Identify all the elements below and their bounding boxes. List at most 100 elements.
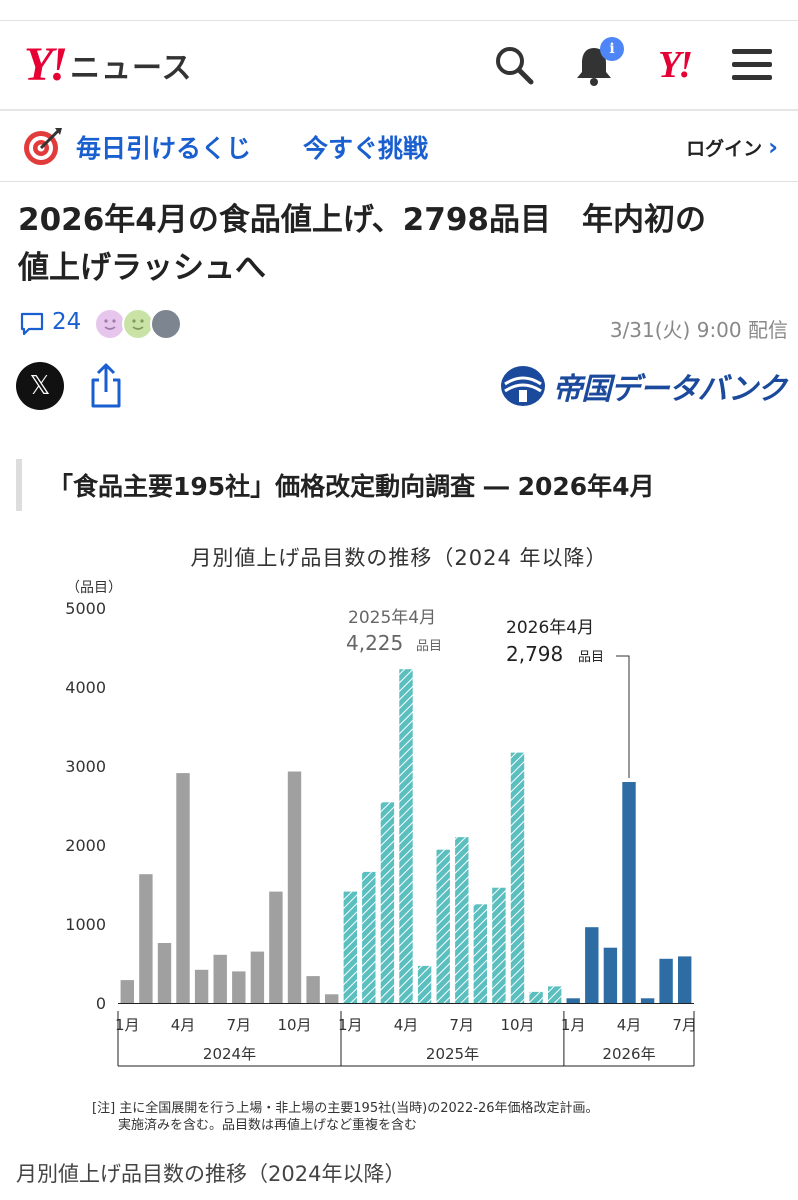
x-tick-label: 4月 — [617, 1016, 642, 1034]
chart-bar — [380, 802, 395, 1003]
section-title: 「食品主要195社」価格改定動向調査 ― 2026年4月 — [48, 472, 655, 501]
yahoo-small-logo: Y! — [658, 44, 693, 86]
notification-badge: i — [600, 37, 624, 61]
source-logo[interactable]: 帝国データバンク — [499, 364, 787, 408]
chart-bar — [603, 947, 618, 1003]
chart-bar — [473, 904, 487, 1004]
annotation-2025-april-unit: 品目 — [416, 639, 442, 654]
news-logo-text: ニュース — [70, 51, 193, 86]
search-icon — [496, 47, 534, 85]
y-tick-label: 3000 — [65, 757, 106, 776]
chart-bar — [529, 991, 543, 1003]
annotation-leader-line — [616, 655, 630, 778]
annotation-2026-april-label: 2026年4月 — [506, 618, 594, 638]
annotation-2025-april-label: 2025年4月 — [348, 608, 436, 628]
headline-line-1: 2026年4月の食品値上げ、2798品目 年内初の — [18, 202, 706, 238]
x-tick-label: 4月 — [394, 1016, 419, 1034]
chart-caption: 月別値上げ品目数の推移（2024年以降） — [16, 1162, 406, 1186]
menu-button[interactable] — [728, 41, 776, 89]
chart-bar — [585, 927, 599, 1003]
share-icon[interactable] — [86, 360, 126, 410]
y-tick-label: 1000 — [65, 915, 106, 934]
chart-bar — [510, 752, 525, 1003]
annotation-2025-april-value: 4,225 — [346, 631, 403, 655]
comment-icon[interactable] — [18, 310, 46, 338]
chart-bar — [213, 954, 227, 1003]
chart-bar — [176, 773, 190, 1003]
x-tick-label: 10月 — [277, 1016, 311, 1034]
x-tick-label: 7月 — [449, 1016, 474, 1034]
top-divider — [0, 20, 798, 21]
chart-bar — [194, 969, 209, 1003]
chart-bar — [269, 891, 283, 1003]
y-tick-label: 4000 — [65, 678, 106, 697]
challenge-link[interactable]: 今すぐ挑戦 — [303, 134, 429, 163]
chevron-right-icon: › — [768, 133, 778, 161]
promo-bar: 毎日引けるくじ 今すぐ挑戦 ログイン › — [0, 111, 798, 181]
bar-chart: 月別値上げ品目数の推移（2024 年以降） （品目） 5000 4000 3000 2… — [0, 530, 798, 1150]
y-tick-label: 0 — [96, 994, 106, 1013]
lottery-link[interactable]: 毎日引けるくじ — [76, 134, 252, 163]
chart-bar — [399, 669, 413, 1003]
yahoo-logo-mark: Y! — [24, 38, 68, 91]
teikoku-logo-icon — [500, 366, 545, 406]
source-name: 帝国データバンク — [552, 372, 787, 407]
chart-bar — [548, 986, 562, 1003]
yahoo-news-logo[interactable]: Y! ニュース — [24, 41, 193, 89]
y-axis-unit: （品目） — [66, 580, 122, 596]
year-label: 2024年 — [203, 1045, 256, 1063]
chart-bar — [287, 771, 302, 1003]
avatar — [150, 308, 182, 340]
chart-bar — [436, 849, 450, 1003]
target-icon — [24, 128, 62, 165]
notifications-button[interactable]: i — [570, 37, 624, 89]
chart-note-line-1: [注] 主に全国展開を行う上場・非上場の主要195社(当時)の2022-26年価… — [92, 1101, 599, 1116]
header-divider — [0, 109, 798, 111]
yahoo-home-button[interactable]: Y! — [650, 41, 698, 89]
promo-divider — [0, 181, 798, 182]
share-row: 𝕏 帝国データバンク — [16, 360, 787, 412]
chart-bar — [622, 782, 636, 1003]
x-tick-label: 1月 — [338, 1016, 363, 1034]
article-meta: 24 3/31(火) 9:00 配信 — [18, 306, 788, 346]
x-tick-label: 10月 — [500, 1016, 534, 1034]
comment-count[interactable]: 24 — [52, 309, 82, 335]
x-share-button[interactable]: 𝕏 — [16, 362, 64, 410]
year-label: 2025年 — [426, 1045, 479, 1063]
chart-bar — [139, 874, 153, 1003]
x-tick-label: 4月 — [171, 1016, 196, 1034]
chart-bar — [417, 965, 432, 1003]
chart-note-line-2: 実施済みを含む。品目数は再値上げなど重複を含む — [118, 1118, 418, 1133]
chart-title: 月別値上げ品目数の推移（2024 年以降） — [190, 546, 608, 570]
chart-bar — [492, 887, 506, 1003]
login-label: ログイン — [686, 137, 763, 160]
article-headline: 2026年4月の食品値上げ、2798品目 年内初の 値上げラッシュへ — [18, 196, 788, 292]
chart-bar — [250, 951, 265, 1003]
chart-bar — [640, 998, 655, 1003]
x-icon: 𝕏 — [29, 371, 51, 401]
chart-bar — [343, 891, 357, 1003]
search-button[interactable] — [490, 41, 538, 89]
section-heading: 「食品主要195社」価格改定動向調査 ― 2026年4月 — [16, 459, 786, 511]
chart-bar — [455, 837, 469, 1003]
x-tick-label: 7月 — [227, 1016, 252, 1034]
chart-bar — [157, 943, 172, 1003]
x-tick-label: 1月 — [561, 1016, 586, 1034]
chart-bar — [659, 958, 673, 1003]
chart-note: [注] 主に全国展開を行う上場・非上場の主要195社(当時)の2022-26年価… — [92, 1100, 599, 1134]
commenter-avatars[interactable] — [94, 306, 194, 342]
annotation-2026-april-value: 2,798 — [506, 642, 563, 666]
chart-bar — [120, 980, 134, 1003]
x-tick-label: 1月 — [115, 1016, 140, 1034]
y-tick-label: 5000 — [65, 599, 106, 618]
login-link[interactable]: ログイン › — [686, 133, 778, 161]
chart-bar — [678, 956, 692, 1003]
x-tick-label: 7月 — [672, 1016, 697, 1034]
chart-bar — [232, 971, 246, 1003]
publish-date: 3/31(火) 9:00 配信 — [609, 318, 788, 342]
chart-svg: 5000 4000 3000 2000 1000 0 1月 4月 7月 10月 1月 4月 7月 10月 1… — [65, 599, 697, 1067]
chart-bar — [325, 994, 339, 1003]
hamburger-menu-icon — [732, 49, 772, 80]
headline-line-2: 値上げラッシュへ — [18, 250, 266, 286]
year-label: 2026年 — [602, 1045, 655, 1063]
